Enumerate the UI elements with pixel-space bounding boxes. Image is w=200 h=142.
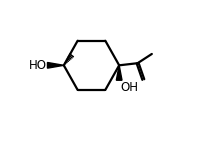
Polygon shape bbox=[47, 62, 62, 68]
Polygon shape bbox=[116, 66, 122, 80]
Text: OH: OH bbox=[120, 81, 138, 94]
Text: HO: HO bbox=[29, 59, 47, 72]
